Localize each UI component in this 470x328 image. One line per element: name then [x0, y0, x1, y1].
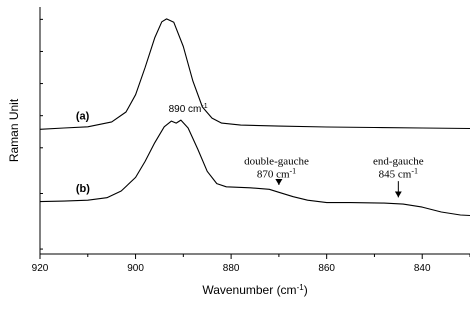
double-gauche-value: 870 cm-1 [257, 166, 296, 180]
series-1-line [39, 119, 470, 217]
x-axis-title-close: ) [304, 283, 308, 297]
x-tick-label-920: 920 [32, 263, 49, 274]
x-axis-title: Wavenumber (cm-1) [202, 283, 307, 297]
x-axis-title-superscript: -1 [297, 283, 305, 292]
double-gauche-value-superscript: -1 [290, 166, 297, 175]
end-gauche-title-text: end-gauche [373, 156, 424, 168]
x-tick-label-840: 840 [414, 263, 431, 274]
x-tick-label-880: 880 [223, 263, 240, 274]
x-tick-label-860: 860 [318, 263, 335, 274]
end-gauche-value: 845 cm-1 [379, 166, 418, 180]
x-tick-label-900: 900 [127, 263, 144, 274]
series-0-label: (a) [76, 110, 90, 122]
double-gauche-title: double-gauche [244, 156, 309, 168]
series-1-label: (b) [76, 183, 90, 195]
end-gauche-value-superscript: -1 [411, 166, 418, 175]
peak-label-text: 890 cm [169, 104, 202, 115]
double-gauche-title-text: double-gauche [244, 156, 309, 168]
series-0-line [39, 18, 470, 130]
end-gauche-value-text: 845 cm [379, 168, 412, 180]
double-gauche-value-text: 870 cm [257, 168, 290, 180]
peak-label: 890 cm-1 [169, 103, 208, 115]
x-axis-title-text: Wavenumber (cm [202, 283, 296, 297]
y-axis-title: Raman Unit [7, 98, 21, 162]
peak-label-superscript: -1 [201, 103, 207, 110]
end-gauche-title: end-gauche [373, 156, 424, 168]
